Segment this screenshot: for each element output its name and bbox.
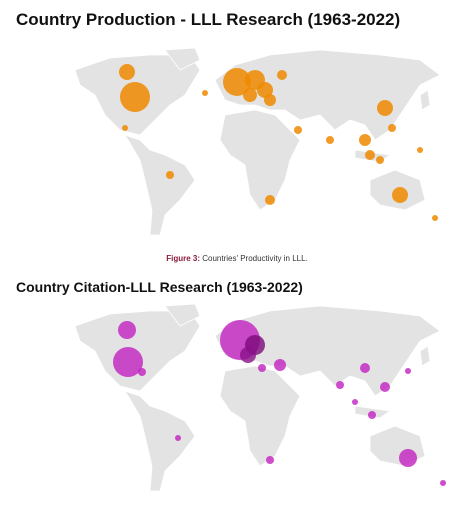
caption-text: Countries' Productivity in LLL. — [202, 254, 308, 263]
production-map — [74, 47, 441, 236]
title-citation: Country Citation-LLL Research (1963-2022… — [16, 279, 303, 295]
citation-map — [74, 303, 446, 492]
production-bubbles — [119, 64, 438, 221]
title-production: Country Production - LLL Research (1963-… — [16, 10, 401, 29]
figure-caption: Figure 3: Countries' Productivity in LLL… — [0, 254, 474, 263]
caption-label: Figure 3: — [166, 254, 200, 263]
citation-bubbles — [113, 320, 446, 486]
